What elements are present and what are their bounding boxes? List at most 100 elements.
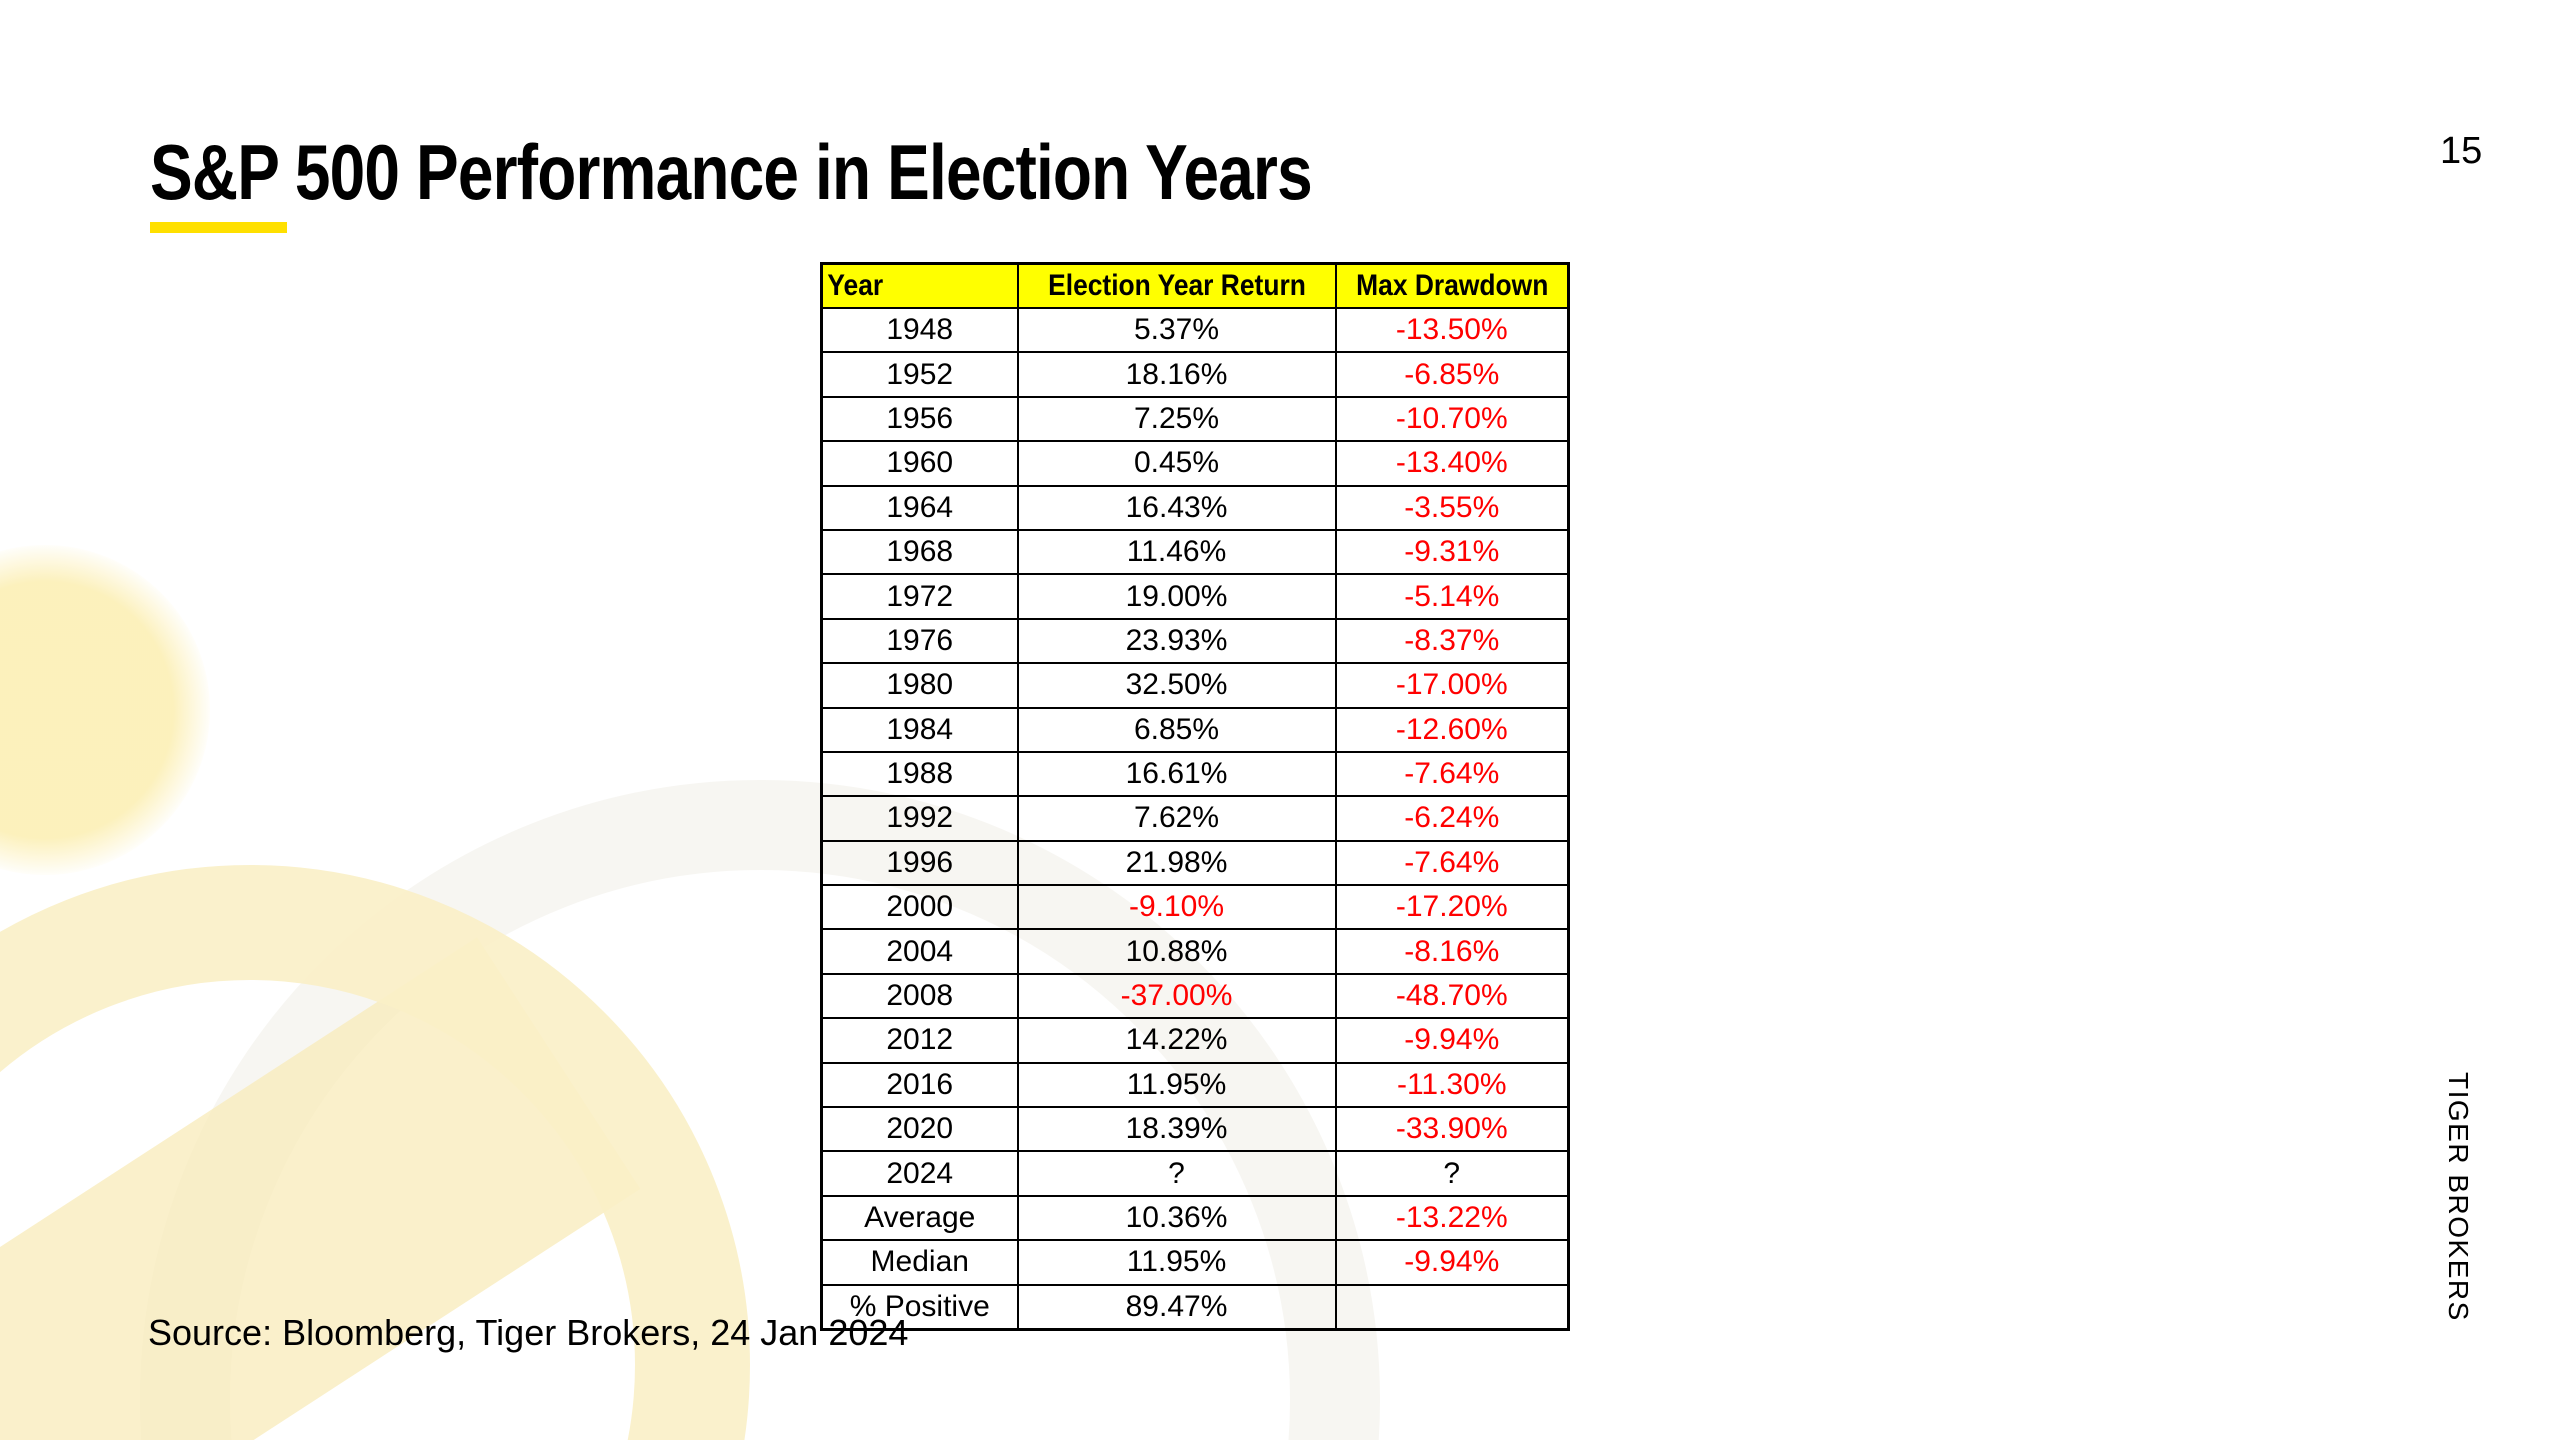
page-title: S&P 500 Performance in Election Years — [150, 128, 1313, 216]
table-header-row: Year Election Year Return Max Drawdown — [820, 262, 1570, 309]
drawdown-cell: -12.60% — [1334, 706, 1570, 753]
drawdown-cell: -9.94% — [1334, 1017, 1570, 1064]
year-cell: 1980 — [820, 662, 1019, 709]
year-cell: % Positive — [820, 1283, 1019, 1331]
drawdown-cell: -11.30% — [1334, 1061, 1570, 1109]
title-underline — [150, 222, 287, 233]
year-cell: 1996 — [820, 839, 1019, 887]
drawdown-cell: -3.55% — [1334, 484, 1570, 531]
table-row: 1976 23.93% -8.37% — [820, 617, 1570, 665]
drawdown-cell: -9.31% — [1334, 528, 1570, 576]
brand-vertical-text: TIGER BROKERS — [2443, 1072, 2474, 1322]
year-cell: 1968 — [820, 528, 1019, 576]
table-row: 1964 16.43% -3.55% — [820, 484, 1570, 531]
return-cell: 14.22% — [1016, 1017, 1337, 1064]
return-cell: 21.98% — [1016, 839, 1337, 887]
table-row: 1980 32.50% -17.00% — [820, 662, 1570, 709]
table-row: 1984 6.85% -12.60% — [820, 706, 1570, 753]
table-row: 1948 5.37% -13.50% — [820, 306, 1570, 354]
year-cell: Median — [820, 1239, 1019, 1286]
return-cell: 32.50% — [1016, 662, 1337, 709]
return-cell: -9.10% — [1016, 884, 1337, 931]
year-cell: 1984 — [820, 706, 1019, 753]
return-cell: 11.46% — [1016, 528, 1337, 576]
table-row: % Positive 89.47% — [820, 1283, 1570, 1331]
drawdown-cell: -13.50% — [1334, 306, 1570, 354]
drawdown-cell: -17.20% — [1334, 884, 1570, 931]
drawdown-cell: -5.14% — [1334, 573, 1570, 620]
year-cell: 1960 — [820, 440, 1019, 487]
return-cell: 89.47% — [1016, 1283, 1337, 1331]
return-cell: 18.16% — [1016, 351, 1337, 398]
page-number: 15 — [2440, 130, 2483, 172]
drawdown-cell: -7.64% — [1334, 839, 1570, 887]
drawdown-cell: -13.22% — [1334, 1194, 1570, 1242]
election-years-table: Year Election Year Return Max Drawdown 1… — [820, 262, 1570, 1331]
table-row: 2016 11.95% -11.30% — [820, 1061, 1570, 1109]
drawdown-cell: -7.64% — [1334, 750, 1570, 798]
year-cell: 1952 — [820, 351, 1019, 398]
table-row: Average 10.36% -13.22% — [820, 1194, 1570, 1242]
drawdown-cell: -13.40% — [1334, 440, 1570, 487]
table-row: 1952 18.16% -6.85% — [820, 351, 1570, 398]
table-row: 2004 10.88% -8.16% — [820, 928, 1570, 975]
drawdown-cell — [1334, 1283, 1570, 1331]
year-cell: 1948 — [820, 306, 1019, 354]
year-cell: Average — [820, 1194, 1019, 1242]
header-cell-return: Election Year Return — [1016, 262, 1337, 309]
drawdown-cell: -6.85% — [1334, 351, 1570, 398]
drawdown-cell: ? — [1334, 1150, 1570, 1197]
return-cell: 16.61% — [1016, 750, 1337, 798]
return-cell: 6.85% — [1016, 706, 1337, 753]
drawdown-cell: -9.94% — [1334, 1239, 1570, 1286]
table-row: 2012 14.22% -9.94% — [820, 1017, 1570, 1064]
table-row: 1992 7.62% -6.24% — [820, 795, 1570, 842]
year-cell: 1988 — [820, 750, 1019, 798]
table-row: 2000 -9.10% -17.20% — [820, 884, 1570, 931]
table-row: 2024?? — [820, 1150, 1570, 1197]
return-cell: -37.00% — [1016, 972, 1337, 1020]
year-cell: 1964 — [820, 484, 1019, 531]
year-cell: 2016 — [820, 1061, 1019, 1109]
table-row: 2020 18.39% -33.90% — [820, 1106, 1570, 1153]
year-cell: 1972 — [820, 573, 1019, 620]
table-row: 1968 11.46% -9.31% — [820, 528, 1570, 576]
year-cell: 1956 — [820, 395, 1019, 443]
table-row: 1956 7.25% -10.70% — [820, 395, 1570, 443]
drawdown-cell: -10.70% — [1334, 395, 1570, 443]
drawdown-cell: -33.90% — [1334, 1106, 1570, 1153]
return-cell: 16.43% — [1016, 484, 1337, 531]
table-row: 2008 -37.00% -48.70% — [820, 972, 1570, 1020]
header-cell-year: Year — [820, 262, 1019, 309]
source-note: Source: Bloomberg, Tiger Brokers, 24 Jan… — [148, 1312, 909, 1353]
return-cell: 10.36% — [1016, 1194, 1337, 1242]
year-cell: 1976 — [820, 617, 1019, 665]
table-row: 1996 21.98% -7.64% — [820, 839, 1570, 887]
background-blob — [0, 545, 210, 875]
drawdown-cell: -48.70% — [1334, 972, 1570, 1020]
return-cell: 18.39% — [1016, 1106, 1337, 1153]
return-cell: 19.00% — [1016, 573, 1337, 620]
drawdown-cell: -8.37% — [1334, 617, 1570, 665]
table-row: 1988 16.61% -7.64% — [820, 750, 1570, 798]
year-cell: 2000 — [820, 884, 1019, 931]
table-row: Median 11.95% -9.94% — [820, 1239, 1570, 1286]
drawdown-cell: -17.00% — [1334, 662, 1570, 709]
return-cell: 0.45% — [1016, 440, 1337, 487]
year-cell: 2024 — [820, 1150, 1019, 1197]
year-cell: 2012 — [820, 1017, 1019, 1064]
return-cell: 11.95% — [1016, 1239, 1337, 1286]
return-cell: 7.62% — [1016, 795, 1337, 842]
return-cell: 11.95% — [1016, 1061, 1337, 1109]
drawdown-cell: -8.16% — [1334, 928, 1570, 975]
year-cell: 1992 — [820, 795, 1019, 842]
drawdown-cell: -6.24% — [1334, 795, 1570, 842]
return-cell: 7.25% — [1016, 395, 1337, 443]
year-cell: 2004 — [820, 928, 1019, 975]
year-cell: 2020 — [820, 1106, 1019, 1153]
table-row: 1960 0.45% -13.40% — [820, 440, 1570, 487]
return-cell: 5.37% — [1016, 306, 1337, 354]
year-cell: 2008 — [820, 972, 1019, 1020]
return-cell: 10.88% — [1016, 928, 1337, 975]
table-row: 1972 19.00% -5.14% — [820, 573, 1570, 620]
